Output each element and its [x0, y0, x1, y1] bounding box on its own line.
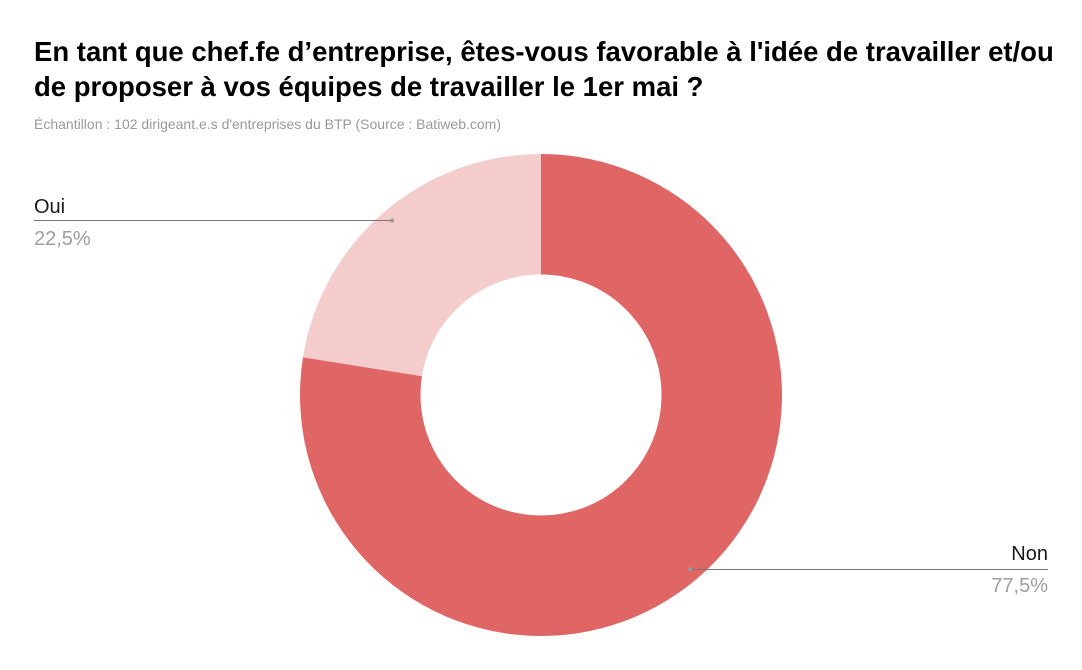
chart-subtitle: Échantillon : 102 dirigeant.e.s d'entrep… [34, 116, 501, 132]
slice-value-oui: 22,5% [34, 228, 91, 250]
donut-hole [420, 274, 662, 516]
slice-label-non: Non [1011, 543, 1048, 565]
leader-dot-oui [390, 218, 394, 223]
chart-title: En tant que chef.fe d’entreprise, êtes-v… [34, 36, 1054, 102]
slice-label-oui: Oui [34, 196, 66, 218]
leader-dot-non [688, 567, 692, 572]
slice-value-non: 77,5% [991, 575, 1048, 597]
